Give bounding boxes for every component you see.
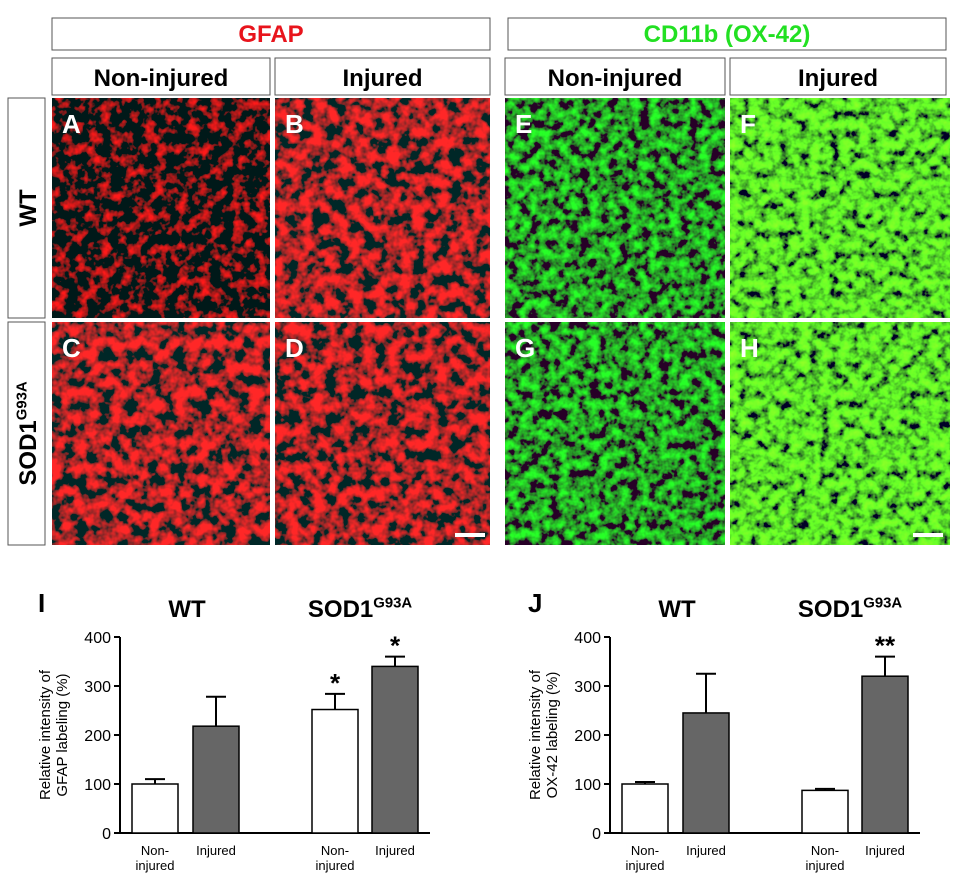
group-title: SOD1G93A [308,595,412,623]
panel-label: J [528,588,542,618]
label-box [507,17,947,51]
row-label-base: WT [15,189,42,227]
significance: ** [875,631,896,661]
header: CD11b (OX-42) [644,21,811,48]
x-tick-label: Non-injured [315,843,355,873]
y-axis-label: Relative intensity of [37,669,54,800]
bar [801,789,849,834]
micrograph [275,322,490,545]
group-title: SOD1G93A [798,595,902,623]
x-tick-label: Non-injured [805,843,845,873]
group-title-sup: G93A [373,595,412,611]
y-axis-label: Relative intensity of [527,669,544,800]
y-tick-label: 300 [84,679,111,696]
column-header: Injured [798,65,878,92]
group-title-base: WT [658,596,696,623]
group-title: WT [658,596,696,623]
column-header: Injured [342,65,422,92]
panel-label: A [62,109,81,139]
column-header: Non-injured [94,65,229,92]
micrograph [730,322,950,545]
row-label: WT [15,189,42,227]
label-box [729,57,947,96]
group-title: WT [168,596,206,623]
micrograph [505,322,725,545]
x-tick-label: Non-injured [135,843,175,873]
label-box [51,17,491,51]
header: GFAP [238,21,303,48]
y-tick-label: 100 [574,777,601,794]
significance: * [390,631,401,661]
panel-label: D [285,333,304,363]
panel-label: G [515,333,535,363]
significance: * [330,668,341,698]
bar [682,712,730,834]
label-box [7,321,46,546]
y-tick-label: 200 [84,728,111,745]
bar [621,783,669,834]
panel-label: E [515,109,532,139]
bar [311,708,359,834]
bar [861,675,909,834]
panel-label: H [740,333,759,363]
panel-label: I [38,588,45,618]
panel-label: F [740,109,756,139]
y-tick-label: 400 [84,630,111,647]
x-tick-label: Injured [686,843,726,858]
x-tick-label: Injured [375,843,415,858]
micrograph [730,98,950,318]
y-tick-label: 400 [574,630,601,647]
y-tick-label: 300 [574,679,601,696]
bar [131,783,179,834]
micrograph [275,98,490,318]
row-label-base: SOD1 [15,420,42,485]
micrograph [52,322,270,545]
micrograph [52,98,270,318]
micrograph [505,98,725,318]
row-label-sup: G93A [14,381,30,420]
y-axis-label: GFAP labeling (%) [54,673,71,796]
x-tick-label: Non-injured [625,843,665,873]
column-header: Non-injured [548,65,683,92]
y-tick-label: 100 [84,777,111,794]
label-box [7,97,46,319]
group-title-base: SOD1 [798,596,863,623]
group-title-base: WT [168,596,206,623]
group-title-sup: G93A [863,595,902,611]
y-tick-label: 200 [574,728,601,745]
y-axis-label: OX-42 labeling (%) [544,672,561,799]
x-tick-label: Injured [865,843,905,858]
label-box [504,57,726,96]
y-tick-label: 0 [102,826,111,843]
label-box [274,57,491,96]
x-tick-label: Injured [196,843,236,858]
panel-label: B [285,109,304,139]
label-box [51,57,271,96]
bar [192,725,240,834]
row-label: SOD1G93A [14,381,42,485]
bar [371,665,419,834]
y-tick-label: 0 [592,826,601,843]
panel-label: C [62,333,81,363]
group-title-base: SOD1 [308,596,373,623]
